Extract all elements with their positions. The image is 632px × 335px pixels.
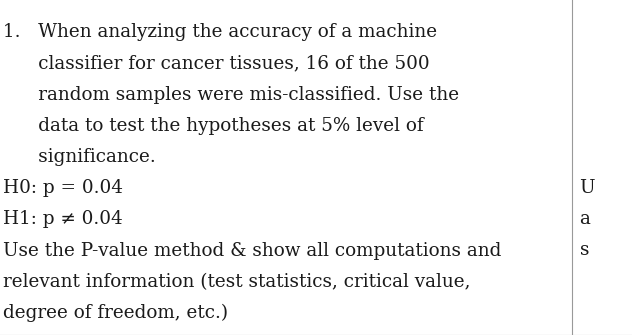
Text: a: a — [580, 210, 590, 228]
Text: H0: p = 0.04: H0: p = 0.04 — [3, 179, 123, 197]
Text: classifier for cancer tissues, 16 of the 500: classifier for cancer tissues, 16 of the… — [3, 55, 430, 73]
Text: s: s — [580, 241, 589, 259]
Text: degree of freedom, etc.): degree of freedom, etc.) — [3, 304, 228, 322]
Text: U: U — [580, 179, 595, 197]
Text: Use the P-value method & show all computations and: Use the P-value method & show all comput… — [3, 242, 502, 260]
Text: random samples were mis-classified. Use the: random samples were mis-classified. Use … — [3, 86, 459, 104]
Text: relevant information (test statistics, critical value,: relevant information (test statistics, c… — [3, 273, 471, 291]
Text: 1.   When analyzing the accuracy of a machine: 1. When analyzing the accuracy of a mach… — [3, 23, 437, 42]
Text: data to test the hypotheses at 5% level of: data to test the hypotheses at 5% level … — [3, 117, 424, 135]
Text: significance.: significance. — [3, 148, 156, 166]
Text: H1: p ≠ 0.04: H1: p ≠ 0.04 — [3, 210, 123, 228]
